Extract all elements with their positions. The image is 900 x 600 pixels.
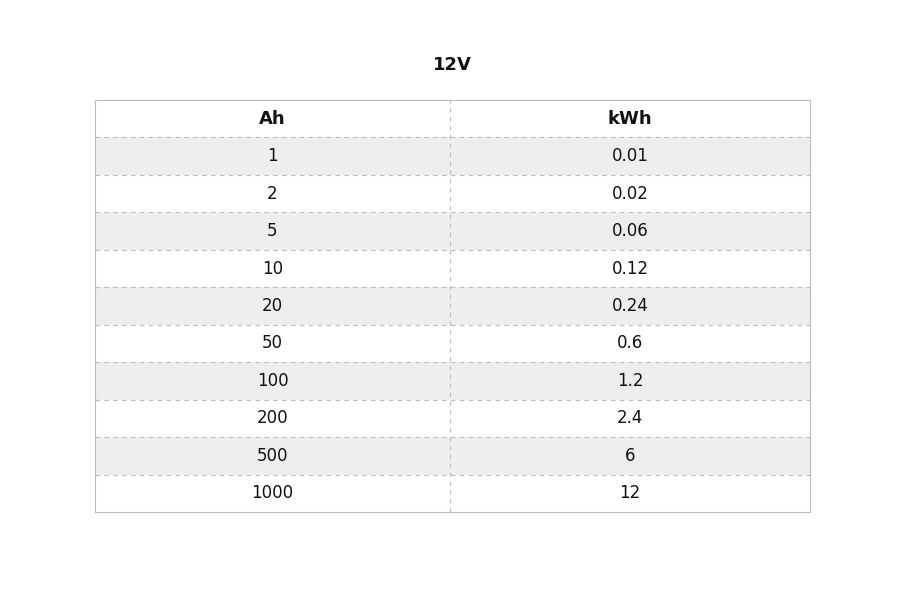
- Text: 1: 1: [267, 147, 278, 165]
- Text: kWh: kWh: [608, 110, 652, 128]
- Bar: [95, 175, 810, 212]
- Bar: [95, 475, 810, 512]
- Text: 0.02: 0.02: [612, 185, 648, 203]
- Text: 0.06: 0.06: [612, 222, 648, 240]
- Bar: [95, 137, 810, 175]
- Text: 500: 500: [256, 447, 288, 465]
- Text: 1000: 1000: [251, 484, 293, 502]
- Text: 5: 5: [267, 222, 278, 240]
- Text: 100: 100: [256, 372, 288, 390]
- Bar: [95, 325, 810, 362]
- Text: 2: 2: [267, 185, 278, 203]
- Bar: [95, 400, 810, 437]
- Text: 1.2: 1.2: [616, 372, 643, 390]
- Bar: [95, 362, 810, 400]
- Bar: [95, 212, 810, 250]
- Text: 20: 20: [262, 297, 284, 315]
- Bar: [95, 437, 810, 475]
- Bar: [95, 287, 810, 325]
- Text: 12: 12: [619, 484, 641, 502]
- Text: 2.4: 2.4: [616, 409, 643, 427]
- Bar: [95, 100, 810, 137]
- Text: 50: 50: [262, 334, 283, 352]
- Text: 6: 6: [625, 447, 635, 465]
- Text: 0.12: 0.12: [611, 260, 649, 278]
- Text: Ah: Ah: [259, 110, 286, 128]
- Text: 0.6: 0.6: [616, 334, 643, 352]
- Text: 0.24: 0.24: [612, 297, 648, 315]
- Text: 12V: 12V: [433, 56, 472, 74]
- Bar: [95, 250, 810, 287]
- Text: 200: 200: [256, 409, 288, 427]
- Text: 10: 10: [262, 260, 284, 278]
- Text: 0.01: 0.01: [612, 147, 648, 165]
